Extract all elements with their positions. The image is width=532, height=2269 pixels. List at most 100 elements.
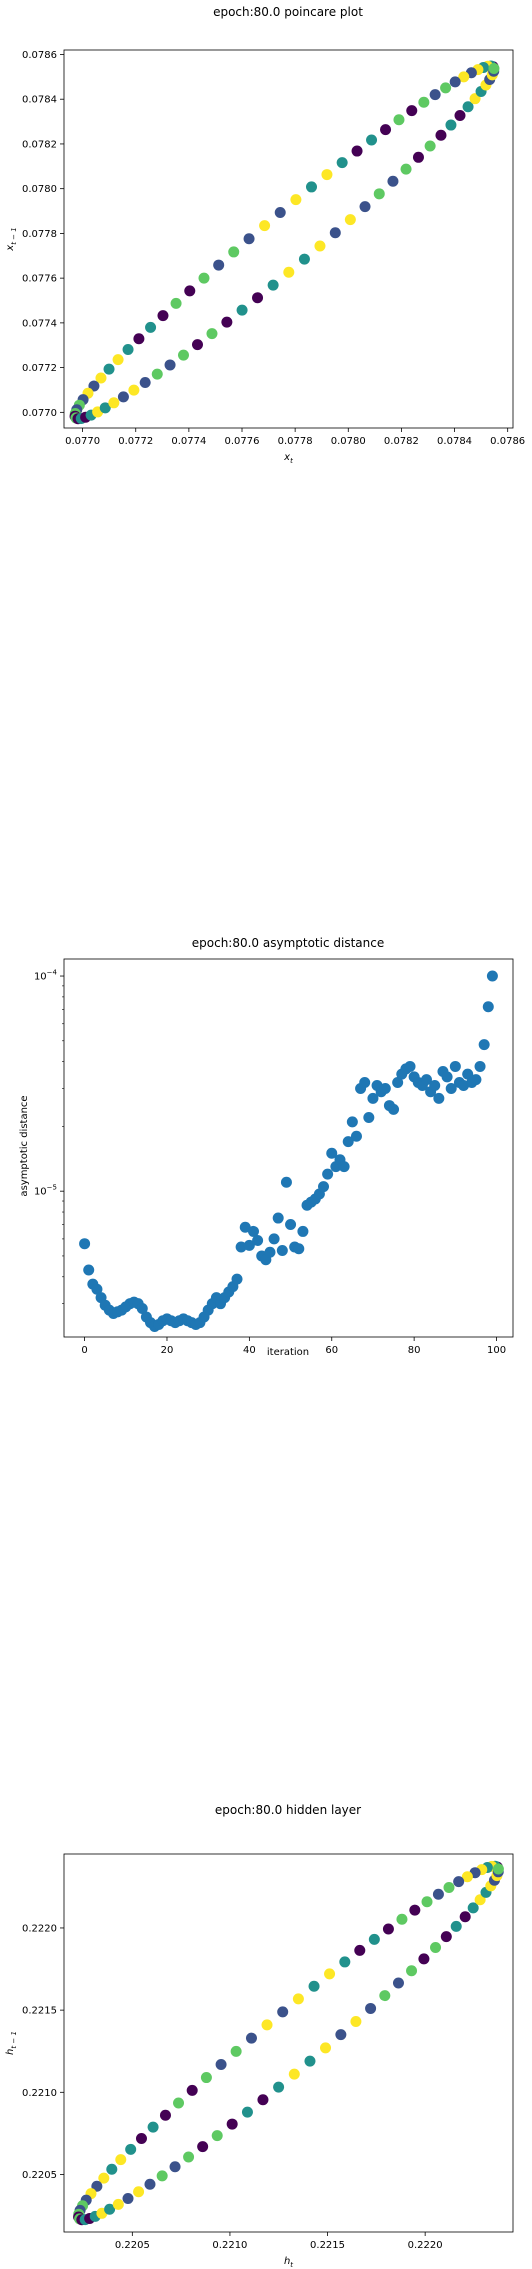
x-tick-label: 0.0770 xyxy=(65,436,100,447)
data-point xyxy=(297,1226,308,1237)
data-point xyxy=(479,1039,490,1050)
plot-frame xyxy=(64,959,513,1337)
y-tick-label: 0.0782 xyxy=(22,139,57,150)
data-point xyxy=(433,1093,444,1104)
y-tick-label: 10−5 xyxy=(34,1184,57,1198)
data-point xyxy=(268,280,279,291)
x-tick-label: 0 xyxy=(81,1345,87,1356)
data-point xyxy=(352,146,363,157)
data-point xyxy=(387,176,398,187)
data-point xyxy=(418,97,429,108)
data-point xyxy=(366,135,377,146)
data-point xyxy=(277,1245,288,1256)
data-point xyxy=(199,273,210,284)
data-point xyxy=(401,164,412,175)
data-point xyxy=(252,292,263,303)
x-tick-label: 0.2220 xyxy=(408,2240,443,2251)
data-point xyxy=(183,2151,194,2162)
data-point xyxy=(165,359,176,370)
data-point xyxy=(123,344,134,355)
data-point xyxy=(430,89,441,100)
data-point xyxy=(133,333,144,344)
data-point xyxy=(345,214,356,225)
data-point xyxy=(335,2029,346,2040)
data-point xyxy=(170,2161,181,2172)
data-point xyxy=(339,1956,350,1967)
data-point xyxy=(136,2133,147,2144)
data-point xyxy=(450,1061,461,1072)
data-point xyxy=(488,63,499,74)
x-tick-label: 0.0774 xyxy=(171,436,206,447)
y-tick-label: 0.0784 xyxy=(22,95,57,106)
x-tick-label: 100 xyxy=(487,1345,506,1356)
data-point xyxy=(212,2130,223,2141)
data-point xyxy=(322,1169,333,1180)
y-tick-label: 0.2210 xyxy=(22,2088,57,2099)
data-point xyxy=(184,285,195,296)
poincare-plot-panel: epoch:80.0 poincare plot 0.0770 0.0772 0.0… xyxy=(5,5,525,465)
data-point xyxy=(383,1924,394,1935)
data-point xyxy=(262,2019,273,2030)
data-point xyxy=(454,110,465,121)
data-point xyxy=(337,157,348,168)
data-point xyxy=(206,328,217,339)
x-axis-label: ht xyxy=(284,2256,293,2269)
data-point xyxy=(406,1965,417,1976)
data-point xyxy=(187,2085,198,2096)
data-point xyxy=(216,2059,227,2070)
data-point xyxy=(339,1161,350,1172)
data-point xyxy=(148,2122,159,2133)
data-point xyxy=(293,1993,304,2004)
data-point xyxy=(430,1942,441,1953)
data-point xyxy=(453,1876,464,1887)
y-axis-label: ht − 1 xyxy=(5,2031,18,2055)
x-tick-label: 0.0782 xyxy=(384,436,419,447)
data-point xyxy=(273,2082,284,2093)
data-point xyxy=(451,1921,462,1932)
data-point xyxy=(380,124,391,135)
plot-frame xyxy=(64,1854,513,2232)
data-point xyxy=(350,2016,361,2027)
data-point xyxy=(231,2046,242,2057)
data-point xyxy=(493,1863,504,1874)
hidden-layer-panel: epoch:80.0 hidden layer 0.2205 0.2210 0.22… xyxy=(5,1803,513,2269)
data-point xyxy=(264,1247,275,1258)
data-point xyxy=(108,397,119,408)
x-tick-label: 80 xyxy=(408,1345,421,1356)
data-point xyxy=(123,2193,134,2204)
data-point xyxy=(157,310,168,321)
data-point xyxy=(299,254,310,265)
data-point xyxy=(388,1104,399,1115)
x-tick-label: 0.0776 xyxy=(225,436,260,447)
data-point xyxy=(113,2199,124,2210)
data-point xyxy=(406,105,417,116)
data-point xyxy=(104,364,115,375)
data-point xyxy=(192,339,203,350)
data-point xyxy=(283,267,294,278)
data-point xyxy=(281,1177,292,1188)
data-point xyxy=(443,1882,454,1893)
data-point xyxy=(273,1213,284,1224)
data-point xyxy=(380,1083,391,1094)
data-point xyxy=(396,1914,407,1925)
x-tick-label: 0.2215 xyxy=(310,2240,345,2251)
x-tick-label: 0.0786 xyxy=(490,436,525,447)
data-point xyxy=(460,1911,471,1922)
data-point xyxy=(157,2170,168,2181)
data-point xyxy=(351,1131,362,1142)
chart-title: epoch:80.0 hidden layer xyxy=(215,1803,361,1817)
y-axis-label: asymptotic distance xyxy=(19,1095,30,1196)
data-point xyxy=(418,1953,429,1964)
data-point xyxy=(201,2072,212,2083)
x-tick-label: 0.0772 xyxy=(118,436,153,447)
data-point xyxy=(354,1945,365,1956)
asymptotic-distance-panel: epoch:80.0 asymptotic distance iteration… xyxy=(19,936,513,1358)
data-point xyxy=(277,2006,288,2017)
data-point xyxy=(433,1889,444,1900)
plot-frame xyxy=(64,50,513,428)
data-point xyxy=(393,114,404,125)
data-point xyxy=(197,2141,208,2152)
y-tick-label: 0.0772 xyxy=(22,363,57,374)
data-point xyxy=(450,76,461,87)
data-point xyxy=(306,181,317,192)
